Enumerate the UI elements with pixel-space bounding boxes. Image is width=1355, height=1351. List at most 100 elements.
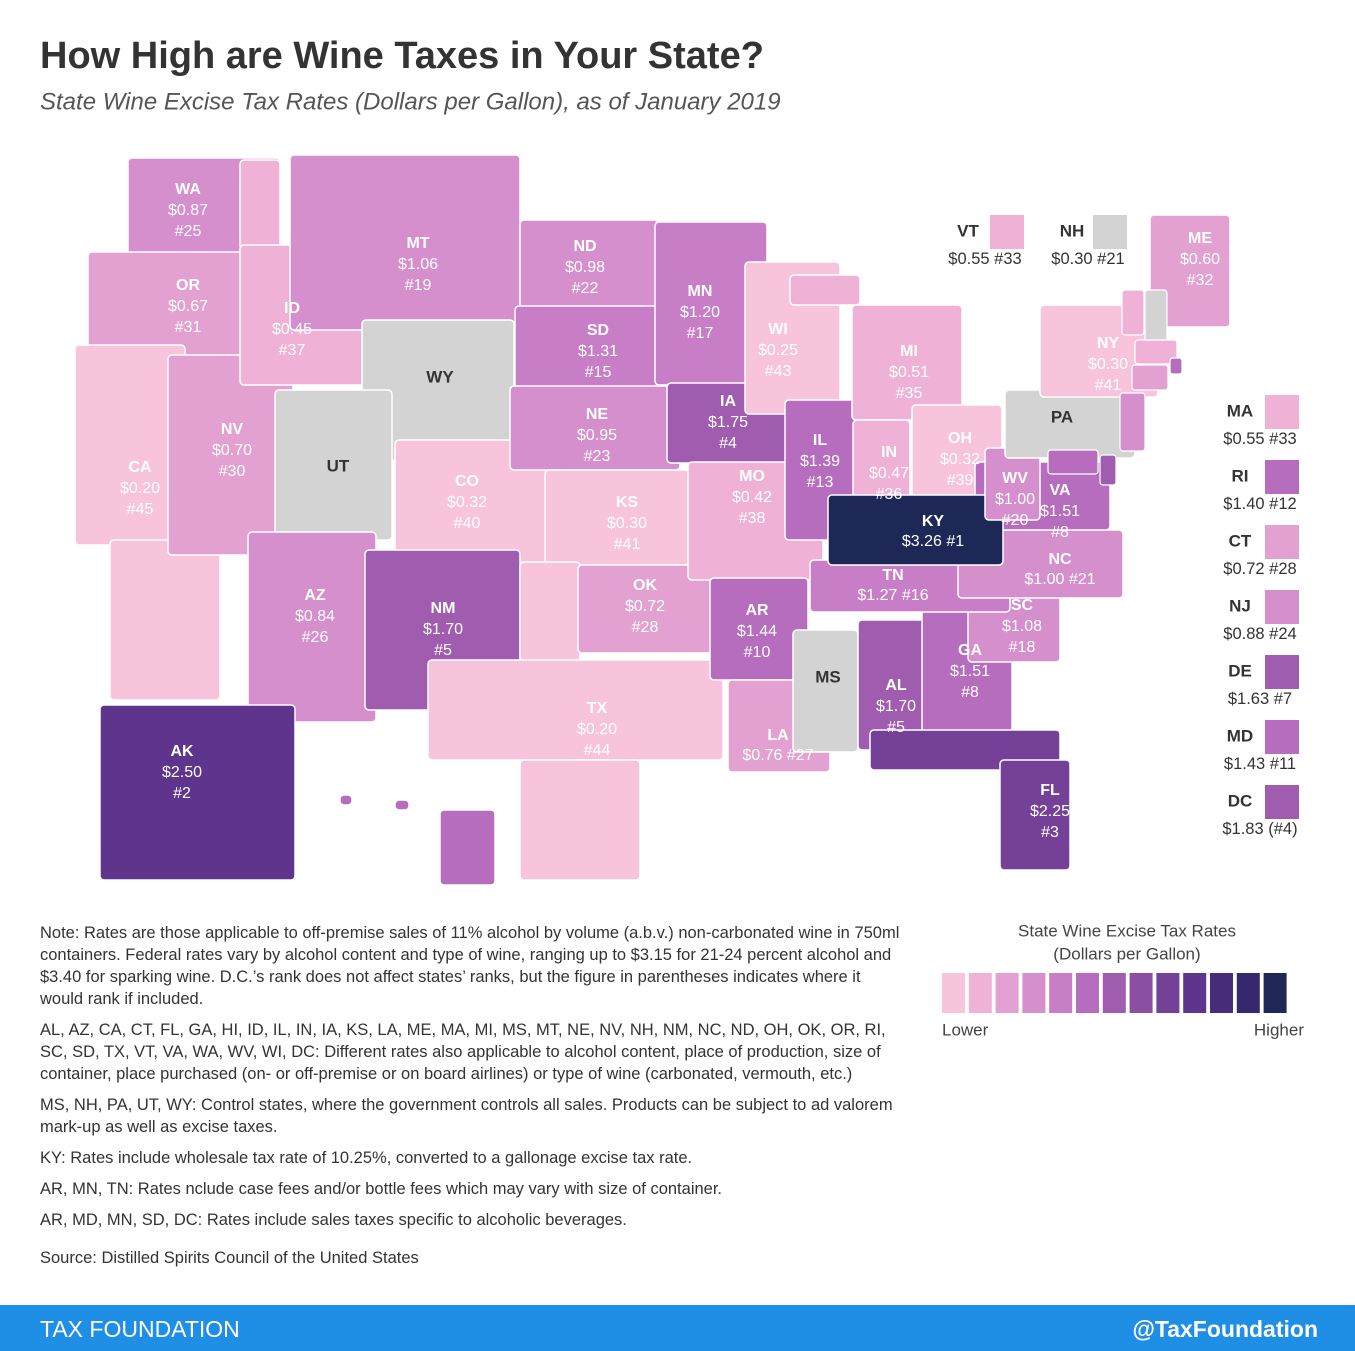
rate-label: $1.39 <box>800 453 840 470</box>
legend-high: Higher <box>1254 1020 1304 1039</box>
legend-swatch <box>1102 973 1126 1013</box>
rate-label: $2.25 <box>1030 803 1070 820</box>
note: Source: Distilled Spirits Council of the… <box>40 1249 419 1267</box>
state-label: SC <box>1011 597 1034 614</box>
state-shape <box>1047 449 1099 475</box>
rate-label: $0.87 <box>168 202 208 219</box>
state-shape <box>519 759 641 881</box>
rate-label: $0.30 <box>1088 356 1128 373</box>
callout-value: $0.55 #33 <box>1223 430 1296 448</box>
rate-label: $0.45 <box>272 321 312 338</box>
rank-label: #10 <box>744 644 771 661</box>
state-shape <box>1134 339 1178 365</box>
legend-title: (Dollars per Gallon) <box>1053 944 1200 963</box>
rate-label: $0.72 <box>1223 560 1264 578</box>
state-label: AZ <box>304 587 326 604</box>
note: Note: Rates are those applicable to off-… <box>40 924 900 1008</box>
state-label: NV <box>221 421 244 438</box>
footer-handle: @TaxFoundation <box>1132 1316 1318 1342</box>
title: How High are Wine Taxes in Your State? <box>40 35 764 77</box>
rank-label: #37 <box>279 342 306 359</box>
rate-label: $0.42 <box>732 489 772 506</box>
rate-label: $0.32 <box>447 494 487 511</box>
callout-value: $0.72 #28 <box>1223 560 1296 578</box>
state-shape <box>109 539 221 701</box>
state-label: IA <box>720 393 736 410</box>
rate-label: $1.20 <box>680 304 720 321</box>
rank-label: #35 <box>896 385 923 402</box>
rate-label: $1.40 <box>1223 495 1264 513</box>
callout-state: DC <box>1228 791 1253 810</box>
callout-state: NH <box>1060 221 1085 240</box>
state-shape <box>1131 364 1169 391</box>
state-shape <box>1144 289 1168 346</box>
rate-label: $0.72 <box>625 598 665 615</box>
state-label: WY <box>426 367 454 386</box>
rate-label: $1.27 <box>857 587 897 604</box>
rate-label: $0.30 <box>607 515 647 532</box>
legend-swatch <box>1129 973 1153 1013</box>
state-label: UT <box>327 456 350 475</box>
rate-label: $2.50 <box>162 764 202 781</box>
rank-label: #31 <box>175 319 202 336</box>
legend-swatch <box>995 973 1019 1013</box>
rank-label: #25 <box>175 223 202 240</box>
map-chart: How High are Wine Taxes in Your State? S… <box>40 35 1304 1039</box>
rank-label: (#4) <box>1264 820 1298 838</box>
state-label: PA <box>1051 407 1073 426</box>
state-label: KS <box>616 494 639 511</box>
callout-value: $0.30 #21 <box>1051 250 1124 268</box>
rate-rank-label: $0.76 #27 <box>742 747 813 764</box>
state-shape <box>394 799 410 811</box>
rate-label: $0.47 <box>869 465 909 482</box>
rate-label: $0.55 <box>948 250 989 268</box>
legend-swatch <box>1210 973 1233 1013</box>
rank-label: #24 <box>1265 625 1297 643</box>
state-shape <box>439 809 496 886</box>
rate-label: $0.25 <box>758 342 798 359</box>
rank-label: #36 <box>876 486 903 503</box>
rate-label: $3.26 <box>902 533 942 550</box>
rate-label: $1.00 <box>995 491 1035 508</box>
state-label: WA <box>175 181 201 198</box>
rank-label: #23 <box>584 448 611 465</box>
rank-label: #28 <box>1265 560 1297 578</box>
rate-label: $0.84 <box>295 608 335 625</box>
rate-label: $0.55 <box>1223 430 1264 448</box>
state-label: SD <box>587 322 609 339</box>
callout-swatch <box>1265 720 1299 754</box>
callout-swatch <box>1265 460 1299 494</box>
callout-swatch <box>1265 785 1299 819</box>
state-label: ND <box>573 238 596 255</box>
state-label: IL <box>813 432 827 449</box>
state-shape <box>247 531 377 723</box>
state-label: GA <box>958 642 982 659</box>
rank-label: #26 <box>302 629 329 646</box>
state-label: MO <box>739 468 765 485</box>
callout-state: VT <box>957 221 979 240</box>
state-label: AL <box>885 677 907 694</box>
rank-label: #33 <box>990 250 1022 268</box>
state-label: AR <box>745 602 769 619</box>
state-label: ME <box>1188 230 1212 247</box>
state-label: OH <box>948 430 972 447</box>
rate-label: $0.20 <box>120 480 160 497</box>
rate-label: $1.75 <box>708 414 748 431</box>
note: KY: Rates include wholesale tax rate of … <box>40 1149 693 1167</box>
callout-state: MA <box>1227 401 1253 420</box>
legend-title: State Wine Excise Tax Rates <box>1018 921 1236 940</box>
legend-swatch <box>1049 973 1073 1013</box>
rank-label: #21 <box>1064 571 1095 588</box>
callout-swatch <box>1265 655 1299 689</box>
callout-swatch <box>1265 590 1299 624</box>
callout-state: RI <box>1232 466 1249 485</box>
callout-value: $1.83 (#4) <box>1222 820 1297 838</box>
rank-label: #3 <box>1041 824 1059 841</box>
callout-value: $0.55 #33 <box>948 250 1021 268</box>
legend-low: Lower <box>942 1020 989 1039</box>
callout-swatch <box>990 215 1024 249</box>
rank-label: #38 <box>739 510 766 527</box>
rate-label: $0.98 <box>565 259 605 276</box>
state-label: NM <box>431 600 456 617</box>
rate-rank-label: $1.27 #16 <box>857 587 928 604</box>
